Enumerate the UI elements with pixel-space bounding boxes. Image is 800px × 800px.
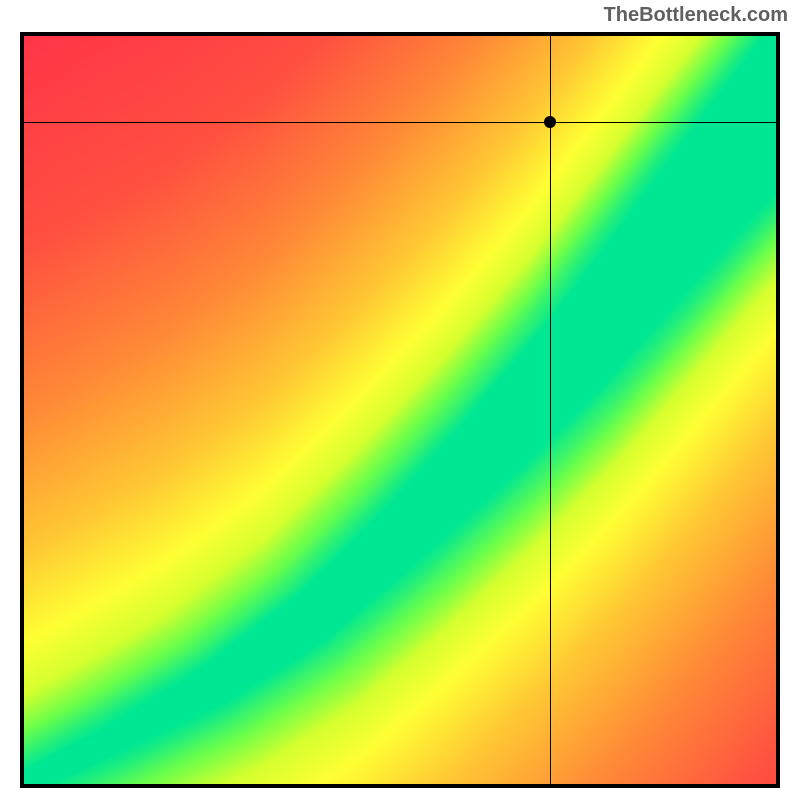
crosshair-marker (544, 116, 556, 128)
crosshair-horizontal (24, 122, 776, 123)
attribution-label: TheBottleneck.com (604, 4, 788, 27)
plot-frame (20, 32, 780, 788)
heatmap-canvas (24, 36, 776, 784)
chart-container: TheBottleneck.com (0, 0, 800, 800)
crosshair-vertical (550, 36, 551, 784)
